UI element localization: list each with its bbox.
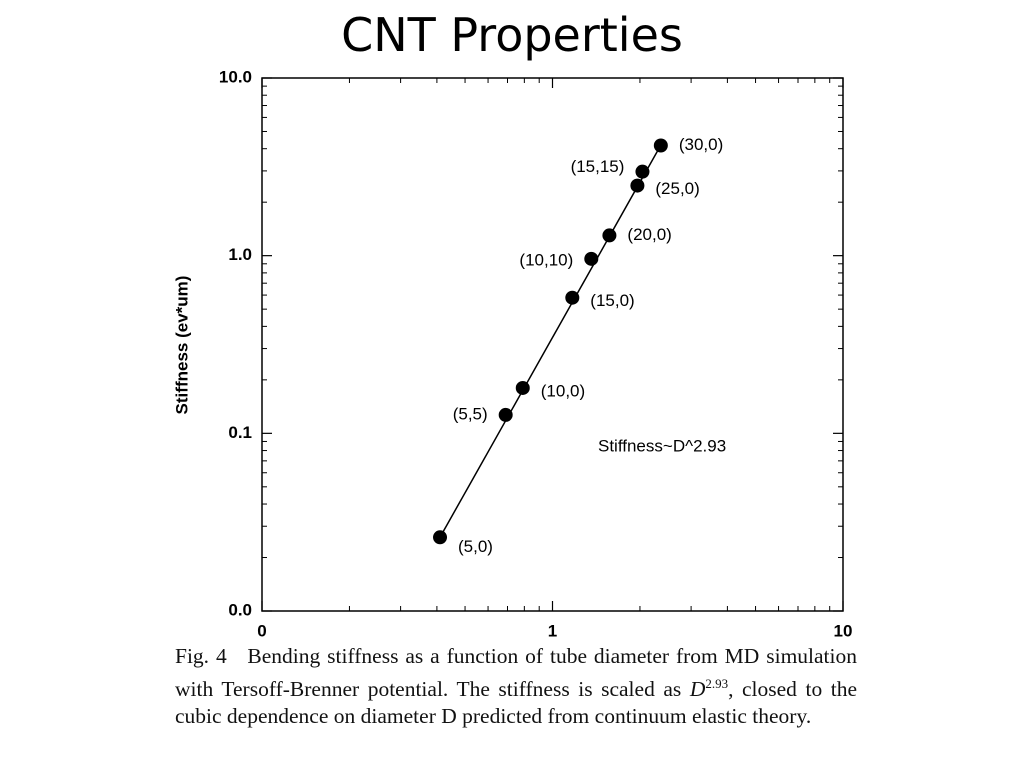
- data-point: [498, 407, 513, 422]
- data-point: [630, 178, 645, 193]
- y-tick-label: 1.0: [228, 245, 252, 264]
- annotation: Stiffness~D^2.93: [598, 436, 726, 455]
- fit-line: [439, 140, 664, 538]
- y-tick-label: 0.0: [228, 600, 252, 619]
- x-tick-label: 10: [834, 621, 853, 640]
- point-label: (20,0): [627, 225, 671, 244]
- data-point: [635, 164, 650, 179]
- caption-text: , closed to the cubic dependence on diam…: [175, 677, 857, 729]
- point-label: (15,15): [571, 157, 625, 176]
- point-label: (25,0): [655, 179, 699, 198]
- y-axis-label: Stiffness (ev*um): [172, 276, 191, 415]
- plot-frame: [261, 77, 844, 612]
- data-point: [565, 290, 580, 305]
- x-tick-label: 0: [257, 621, 266, 640]
- data-point: [433, 530, 448, 545]
- caption-label: Fig. 4: [175, 644, 227, 668]
- point-label: (5,5): [453, 404, 488, 423]
- y-tick-label: 10.0: [219, 67, 252, 86]
- y-tick-label: 0.1: [228, 423, 252, 442]
- point-label: (5,0): [458, 537, 493, 556]
- caption: Fig. 4 Bending stiffness as a function o…: [175, 643, 857, 730]
- data-point: [515, 380, 530, 395]
- caption-symbol: D: [689, 677, 706, 702]
- data-point: [602, 228, 617, 243]
- caption-exponent: 2.93: [705, 676, 729, 691]
- data-point: [584, 251, 599, 266]
- x-tick-label: 1: [548, 621, 557, 640]
- chart: Stiffness (ev*um) Stiffness~D^2.93 0.0 0.…: [172, 67, 853, 640]
- point-label: (10,10): [519, 250, 573, 269]
- point-label: (30,0): [679, 135, 723, 154]
- slide-title: CNT Properties: [341, 8, 683, 62]
- point-label: (15,0): [590, 291, 634, 310]
- data-point: [653, 138, 668, 153]
- caption-text: Bending stiffness as a function of tube …: [175, 644, 858, 702]
- point-label: (10,0): [541, 381, 585, 400]
